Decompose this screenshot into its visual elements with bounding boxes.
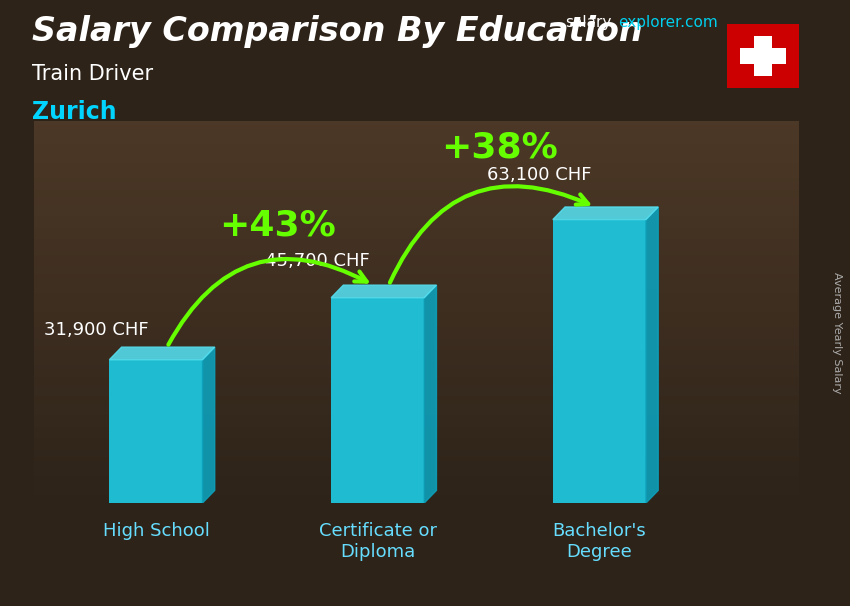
Text: Zurich: Zurich	[32, 100, 117, 124]
Polygon shape	[110, 347, 215, 360]
Text: explorer.com: explorer.com	[618, 15, 717, 30]
Polygon shape	[202, 347, 215, 503]
Text: Average Yearly Salary: Average Yearly Salary	[832, 273, 842, 394]
Text: salary: salary	[565, 15, 612, 30]
Polygon shape	[552, 207, 658, 219]
Bar	[110, 360, 202, 503]
Bar	[740, 48, 786, 64]
Text: 63,100 CHF: 63,100 CHF	[487, 167, 592, 184]
Text: +43%: +43%	[219, 209, 337, 243]
Text: Train Driver: Train Driver	[32, 64, 153, 84]
Text: 45,700 CHF: 45,700 CHF	[265, 253, 371, 270]
Text: Salary Comparison By Education: Salary Comparison By Education	[32, 15, 643, 48]
Bar	[332, 298, 424, 503]
Text: +38%: +38%	[441, 131, 558, 165]
Bar	[552, 219, 646, 503]
Polygon shape	[332, 285, 436, 298]
Text: 31,900 CHF: 31,900 CHF	[43, 321, 149, 339]
Bar	[754, 36, 772, 76]
Polygon shape	[646, 207, 658, 503]
Polygon shape	[424, 285, 436, 503]
